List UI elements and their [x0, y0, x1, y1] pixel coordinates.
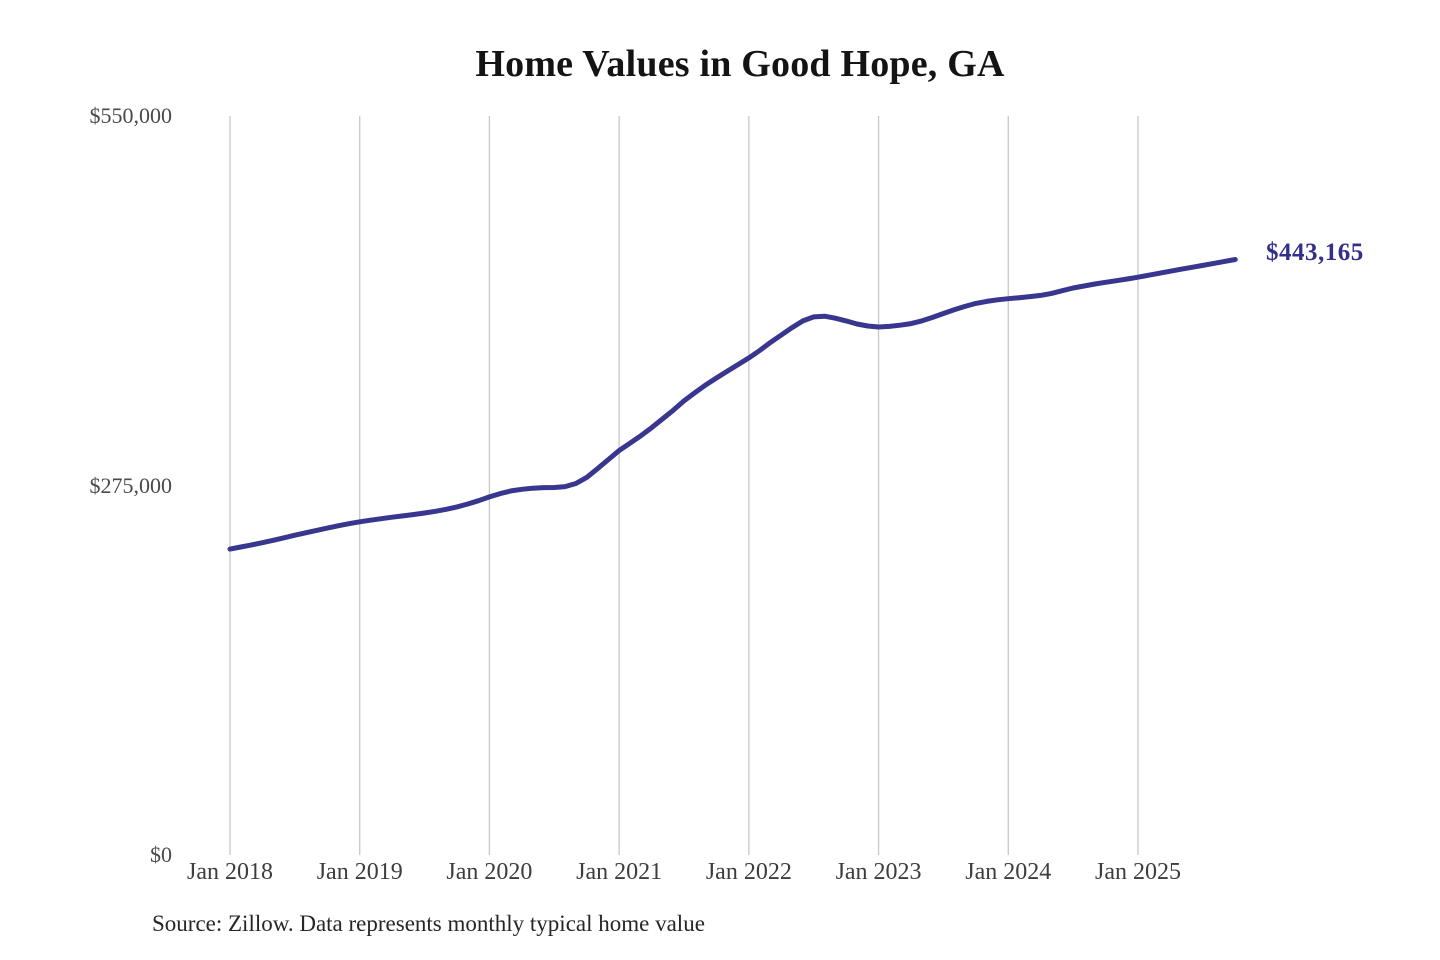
x-axis-label: Jan 2025	[1094, 859, 1181, 885]
x-axis-label: Jan 2020	[446, 859, 533, 885]
x-axis-label: Jan 2018	[187, 859, 273, 885]
x-axis-label: Jan 2019	[316, 859, 403, 885]
source-note: Source: Zillow. Data represents monthly …	[152, 911, 705, 936]
y-axis-label: $550,000	[89, 103, 173, 128]
x-axis-label: Jan 2022	[705, 859, 792, 885]
end-value-label: $443,165	[1266, 238, 1364, 266]
y-axis-label: $0	[150, 842, 172, 867]
chart-title: Home Values in Good Hope, GA	[475, 43, 1005, 85]
x-axis-label: Jan 2021	[576, 859, 663, 885]
x-axis-label: Jan 2024	[965, 859, 1052, 885]
value-line	[227, 257, 1238, 552]
x-axis-label: Jan 2023	[835, 859, 922, 885]
y-axis-label: $275,000	[89, 472, 173, 498]
